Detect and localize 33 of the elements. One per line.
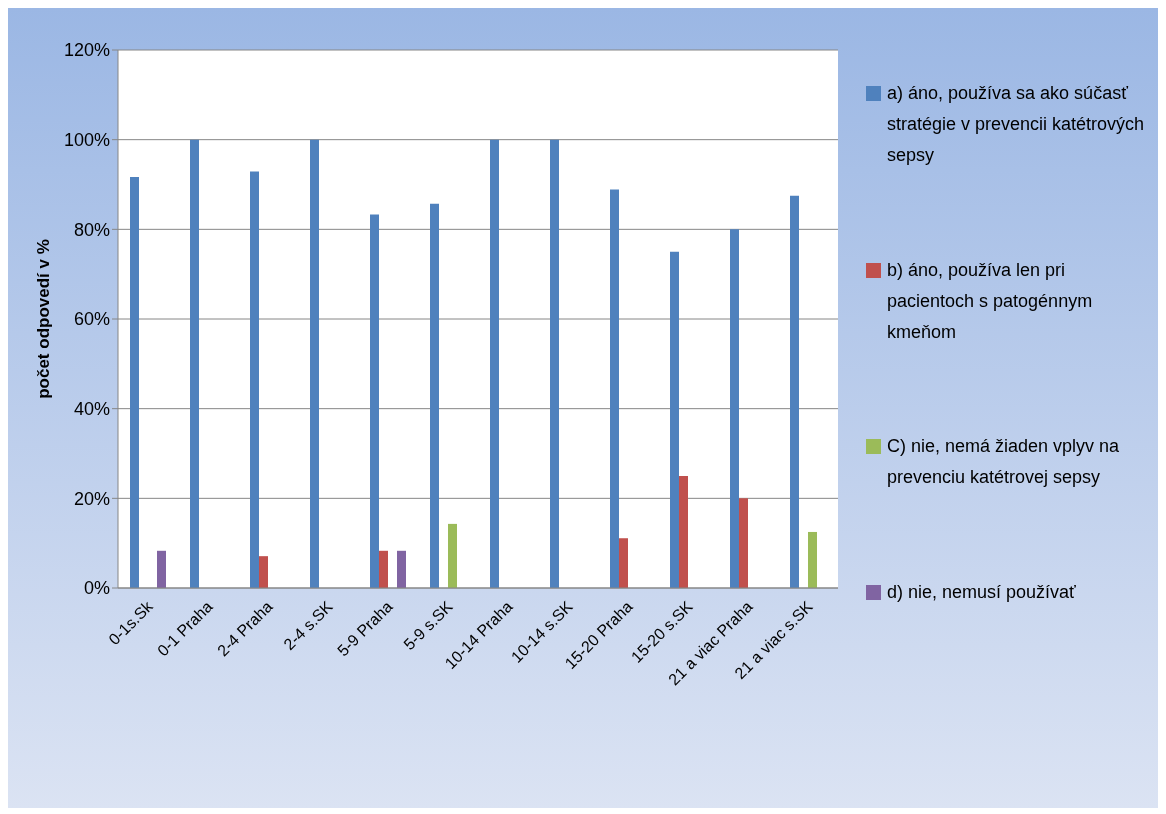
- bar: [310, 139, 319, 588]
- y-tick-label: 120%: [63, 40, 110, 61]
- bar: [259, 556, 268, 588]
- legend-label: d) nie, nemusí používať: [887, 580, 1076, 604]
- bar: [379, 550, 388, 588]
- bar: [619, 538, 628, 588]
- y-tick-label: 80%: [73, 219, 110, 240]
- bar: [397, 550, 406, 588]
- bar: [448, 523, 457, 588]
- y-tick-label: 40%: [73, 399, 110, 420]
- bar: [250, 171, 259, 588]
- y-axis-title: počet odpovedí v %: [34, 239, 54, 399]
- bar: [190, 139, 199, 588]
- bar: [808, 531, 817, 588]
- legend-label: C) nie, nemá žiaden vplyv na prevenciu katétrovej sepsy: [887, 435, 1121, 490]
- bar: [790, 195, 799, 588]
- legend-label: a) áno, používa sa ako súčasť stratégie v prevencii katétrových sepsy: [887, 82, 1146, 167]
- bar: [157, 550, 166, 588]
- bar: [610, 189, 619, 588]
- bar: [550, 139, 559, 588]
- bar: [430, 203, 439, 588]
- y-tick-label: 0%: [83, 578, 110, 599]
- legend-label: b) áno, používa len pri pacientoch s patogénnym kmeňom: [887, 258, 1094, 344]
- y-tick-label: 20%: [73, 488, 110, 509]
- bar: [490, 139, 499, 588]
- bar: [679, 475, 688, 588]
- y-tick-label: 100%: [63, 130, 110, 151]
- bar: [130, 176, 139, 588]
- bar: [739, 498, 748, 588]
- bar: [670, 251, 679, 588]
- y-tick-label: 60%: [73, 309, 110, 330]
- bar: [730, 229, 739, 588]
- bar: [370, 214, 379, 588]
